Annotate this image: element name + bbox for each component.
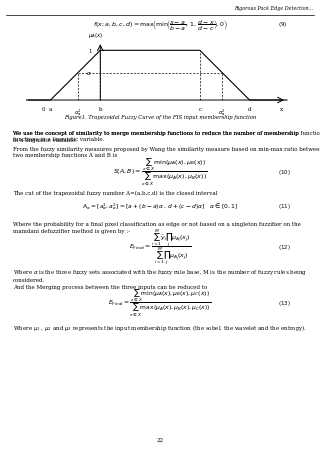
Text: $\alpha$: $\alpha$ — [86, 70, 92, 77]
Text: $(9)$: $(9)$ — [278, 20, 288, 29]
Text: Where the probability for a final pixel classification as edge or not based on a: Where the probability for a final pixel … — [13, 222, 301, 234]
Text: Where $\alpha$ is the three fuzzy sets associated with the fuzzy rule base, M is: Where $\alpha$ is the three fuzzy sets a… — [13, 267, 307, 283]
Text: c: c — [198, 107, 201, 112]
Text: a: a — [49, 107, 52, 112]
Text: $(10)$: $(10)$ — [278, 168, 291, 177]
Text: $(11)$: $(11)$ — [278, 202, 291, 211]
Text: $\alpha^1_a$: $\alpha^1_a$ — [74, 107, 82, 118]
Text: Where $\mu_1$ , $\mu_2$ and $\mu_3$ represents the input membership function (th: Where $\mu_1$ , $\mu_2$ and $\mu_3$ repr… — [13, 322, 307, 332]
Text: From the fuzzy similarity measures proposed by Wang the similarity measure based: From the fuzzy similarity measures propo… — [13, 147, 320, 158]
Text: The cut of the trapezoidal fuzzy number A=(a,b,c,d) is the closed interval: The cut of the trapezoidal fuzzy number … — [13, 190, 217, 196]
Text: $E_{Final} = \dfrac{\sum_{x \in X} \min(\mu_A(x),\mu_B(x),\mu_C(x))}{\sum_{x \in: $E_{Final} = \dfrac{\sum_{x \in X} \min(… — [108, 288, 212, 318]
Text: b: b — [99, 107, 102, 112]
Text: 22: 22 — [156, 437, 164, 442]
Text: $(13)$: $(13)$ — [278, 299, 291, 308]
Text: 1: 1 — [88, 49, 92, 54]
Text: $\alpha^2_a$: $\alpha^2_a$ — [219, 107, 226, 118]
Text: x: x — [280, 107, 284, 112]
Text: Figure1. Trapezoidal Fuzzy Curve of the FIS input membership function: Figure1. Trapezoidal Fuzzy Curve of the … — [64, 115, 256, 120]
Text: Rigorous Pack Edge Detection...: Rigorous Pack Edge Detection... — [235, 6, 314, 11]
Text: $\mu_A(x)$: $\mu_A(x)$ — [88, 31, 103, 40]
Text: $A_\alpha = [a^1_\alpha, a^2_\alpha] = [a+(b-a)\alpha\,,\,d+(c-d)\alpha] \quad \: $A_\alpha = [a^1_\alpha, a^2_\alpha] = [… — [82, 201, 238, 212]
Text: We use the concept of similarity to merge membership functions to reduce the num: We use the concept of similarity to merg… — [13, 131, 320, 143]
Text: $E_{Final} = \dfrac{\sum_{i=1}^{M} \bar{y}_i \prod_{j} \mu_{A_j}(x_j)}{\sum_{i=1: $E_{Final} = \dfrac{\sum_{i=1}^{M} \bar{… — [129, 227, 191, 267]
Text: We use the concept of similarity to merge membership functions to reduce the num: We use the concept of similarity to merg… — [13, 131, 299, 142]
Text: $S(A,B) = \dfrac{\sum_{x \in X} \min(\mu_A(x),\mu_B(x))}{\sum_{x \in X} \max(\mu: $S(A,B) = \dfrac{\sum_{x \in X} \min(\mu… — [113, 156, 207, 188]
Text: 0: 0 — [41, 107, 45, 112]
Text: d: d — [248, 107, 251, 112]
Text: And the Merging process between the three inputs can be reduced to: And the Merging process between the thre… — [13, 284, 207, 289]
Text: $f(x;a,b,c,d) = \max\!\left(\min\!\left(\dfrac{x-a}{b-a},\,1,\,\dfrac{d-x}{d-c}\: $f(x;a,b,c,d) = \max\!\left(\min\!\left(… — [93, 18, 227, 32]
Text: $(12)$: $(12)$ — [278, 243, 291, 252]
